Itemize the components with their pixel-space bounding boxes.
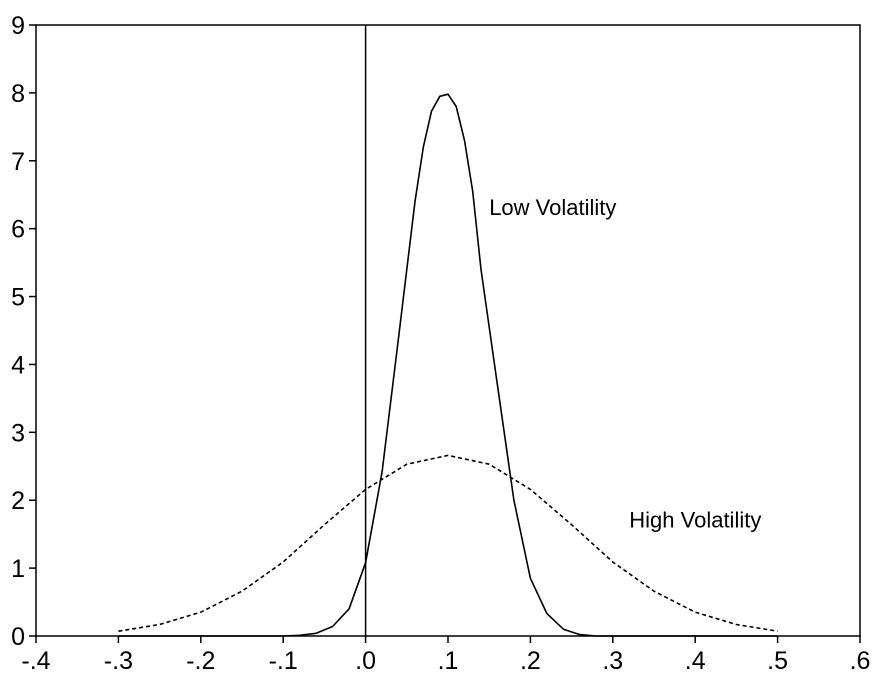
- y-tick-label: 3: [11, 419, 25, 447]
- annotations-group: Low Volatility High Volatility: [489, 195, 761, 532]
- low-volatility-line: [118, 93, 778, 637]
- high-volatility-line: [118, 454, 778, 632]
- x-tick-label: .6: [850, 647, 871, 675]
- y-tick-label: 4: [11, 351, 25, 379]
- x-axis-ticks: [35, 636, 861, 643]
- y-tick-label: 2: [11, 487, 25, 515]
- x-tick-label: -.2: [186, 647, 215, 675]
- plot-frame: [35, 24, 861, 637]
- y-axis-ticks: [29, 24, 36, 637]
- y-axis-tick-labels: 0 1 2 3 4 5 6 7 8 9: [11, 12, 25, 651]
- y-tick-label: 8: [11, 80, 25, 108]
- x-tick-label: .1: [438, 647, 459, 675]
- x-tick-label: .5: [767, 647, 788, 675]
- low-volatility-label: Low Volatility: [489, 195, 616, 220]
- x-tick-label: .0: [355, 647, 376, 675]
- x-tick-label: -.3: [104, 647, 133, 675]
- x-tick-label: .2: [520, 647, 541, 675]
- y-tick-label: 5: [11, 284, 25, 312]
- series-group: [118, 93, 778, 637]
- y-tick-label: 7: [11, 148, 25, 176]
- x-axis-tick-labels: -.4 -.3 -.2 -.1 .0 .1 .2 .3 .4 .5 .6: [21, 647, 870, 675]
- x-tick-label: -.1: [269, 647, 298, 675]
- y-tick-label: 9: [11, 12, 25, 40]
- y-tick-label: 0: [11, 623, 25, 651]
- high-volatility-label: High Volatility: [629, 507, 761, 532]
- y-tick-label: 6: [11, 216, 25, 244]
- x-tick-label: -.4: [21, 647, 50, 675]
- x-tick-label: .4: [685, 647, 706, 675]
- y-tick-label: 1: [11, 555, 25, 583]
- x-tick-label: .3: [602, 647, 623, 675]
